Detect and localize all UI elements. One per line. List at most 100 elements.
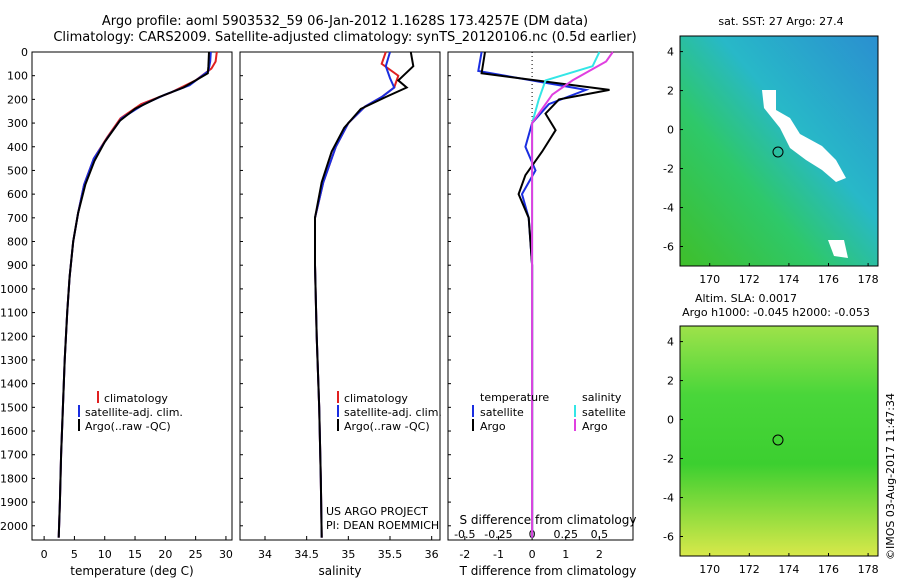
series-line-climatology <box>314 51 400 538</box>
map-y-tick-label: 0 <box>667 414 674 427</box>
depth-tick-label: 1100 <box>0 307 28 320</box>
legend-climatology: climatology <box>344 392 408 405</box>
map-y-tick-label: 4 <box>667 336 674 349</box>
depth-tick-label: 800 <box>7 236 28 249</box>
depth-tick-label: 700 <box>7 212 28 225</box>
depth-tick-label: 0 <box>21 46 28 59</box>
sla-map-title2: Argo h1000: -0.045 h2000: -0.053 <box>682 306 870 319</box>
x-tick-label: 2 <box>596 548 603 561</box>
sst-map-title: sat. SST: 27 Argo: 27.4 <box>718 15 843 28</box>
map-y-tick-label: -6 <box>663 241 674 254</box>
map-y-tick-label: 0 <box>667 124 674 137</box>
depth-axis: 0 100 200 300 400 500 600 700 800 900 1000 1100 1200… <box>0 46 451 533</box>
sst-y-axis: 4 2 0 -2 -4 -6 <box>663 46 683 254</box>
diff-panel-frame <box>447 51 634 541</box>
sst-cloud-mask <box>762 90 846 182</box>
sla-x-axis: 170 172 174 176 178 <box>699 553 879 576</box>
map-x-tick-label: 172 <box>739 563 760 576</box>
series-line-satellite-adj-clim- <box>314 51 396 538</box>
sla-map-field <box>680 326 878 556</box>
map-y-tick-label: -6 <box>663 531 674 544</box>
depth-tick-label: 1000 <box>0 283 28 296</box>
sal-x-axis: 34 34.5 35 35.5 36 <box>258 536 439 561</box>
x-tick-label: 15 <box>128 548 142 561</box>
depth-tick-label: 200 <box>7 93 28 106</box>
depth-tick-label: 1300 <box>0 354 28 367</box>
x-tick-label: 35 <box>341 548 355 561</box>
legend-satellite: satellite-adj. clim. <box>344 406 442 419</box>
x-tick-label: 0 <box>529 548 536 561</box>
temp-xlabel: temperature (deg C) <box>70 564 193 578</box>
sst-x-axis: 170 172 174 176 178 <box>699 263 879 286</box>
sla-map-title1: Altim. SLA: 0.0017 <box>695 292 797 305</box>
sst-map-field <box>680 36 878 266</box>
map-y-tick-label: -4 <box>663 492 674 505</box>
depth-tick-label: 1200 <box>0 330 28 343</box>
sal-series <box>314 51 415 538</box>
x-tick-label: 34.5 <box>294 548 319 561</box>
s-tick-label: 0.5 <box>591 528 609 541</box>
diff-top-label: S difference from climatology <box>460 513 637 527</box>
sst-map-frame <box>679 35 879 267</box>
temp-legend: climatology satellite-adj. clim. Argo(..… <box>78 391 183 433</box>
series-line-temperature-argo <box>480 51 610 538</box>
map-y-tick-label: 2 <box>667 375 674 388</box>
sla-map <box>679 325 879 557</box>
sal-xlabel: salinity <box>318 564 361 578</box>
depth-tick-label: 900 <box>7 259 28 272</box>
series-line-argo-raw-qc- <box>57 51 210 538</box>
depth-tick-label: 1500 <box>0 401 28 414</box>
depth-tick-label: 1400 <box>0 378 28 391</box>
legend-climatology: climatology <box>104 392 168 405</box>
map-x-tick-label: 178 <box>858 563 879 576</box>
map-x-tick-label: 174 <box>778 273 799 286</box>
header-line1: Argo profile: aoml 5903532_59 06-Jan-201… <box>102 14 588 29</box>
series-line-satellite-adj-clim- <box>57 51 212 538</box>
sla-y-axis: 4 2 0 -2 -4 -6 <box>663 336 683 544</box>
map-x-tick-label: 178 <box>858 273 879 286</box>
sla-argo-marker <box>772 434 784 446</box>
legend-argo: Argo(..raw -QC) <box>344 420 430 433</box>
x-tick-label: 34 <box>258 548 272 561</box>
map-y-tick-label: -4 <box>663 202 674 215</box>
legend-sal-argo: Argo <box>582 420 608 433</box>
x-tick-label: 36 <box>425 548 439 561</box>
map-x-tick-label: 170 <box>699 273 720 286</box>
depth-tick-label: 100 <box>7 70 28 83</box>
x-tick-label: 5 <box>71 548 78 561</box>
credit-pi: PI: DEAN ROEMMICH <box>326 519 439 532</box>
map-x-tick-label: 174 <box>778 563 799 576</box>
map-y-tick-label: 2 <box>667 85 674 98</box>
header-line2: Climatology: CARS2009. Satellite-adjuste… <box>53 30 636 45</box>
sal-legend: climatology satellite-adj. clim. Argo(..… <box>326 391 442 532</box>
series-line-argo-raw-qc- <box>314 51 415 538</box>
x-tick-label: 20 <box>158 548 172 561</box>
sst-cloud-mask-small <box>828 240 848 258</box>
temp-panel-frame <box>31 51 233 541</box>
legend-temp-title: temperature <box>480 391 549 404</box>
sal-panel-frame <box>239 51 441 541</box>
map-x-tick-label: 176 <box>818 563 839 576</box>
temp-series <box>57 51 218 538</box>
legend-temp-argo: Argo <box>480 420 506 433</box>
diff-xlabel: T difference from climatology <box>459 564 637 578</box>
series-line-salinity-argo <box>531 51 614 538</box>
x-tick-label: -2 <box>459 548 470 561</box>
s-tick-label: -0.25 <box>484 528 512 541</box>
temp-x-axis: 0 5 10 15 20 25 30 <box>41 536 233 561</box>
diff-legend: temperature salinity satellite Argo sate… <box>472 391 626 433</box>
legend-satellite: satellite-adj. clim. <box>85 406 183 419</box>
x-tick-label: 35.5 <box>378 548 403 561</box>
s-tick-label: 0.25 <box>553 528 578 541</box>
diff-series <box>477 51 614 540</box>
depth-tick-label: 1700 <box>0 449 28 462</box>
x-tick-label: 0 <box>41 548 48 561</box>
depth-tick-label: 1800 <box>0 472 28 485</box>
depth-tick-label: 1900 <box>0 496 28 509</box>
map-x-tick-label: 172 <box>739 273 760 286</box>
sla-map-frame <box>679 325 879 557</box>
depth-tick-label: 400 <box>7 141 28 154</box>
legend-argo: Argo(..raw -QC) <box>85 420 171 433</box>
depth-tick-label: 2000 <box>0 520 28 533</box>
